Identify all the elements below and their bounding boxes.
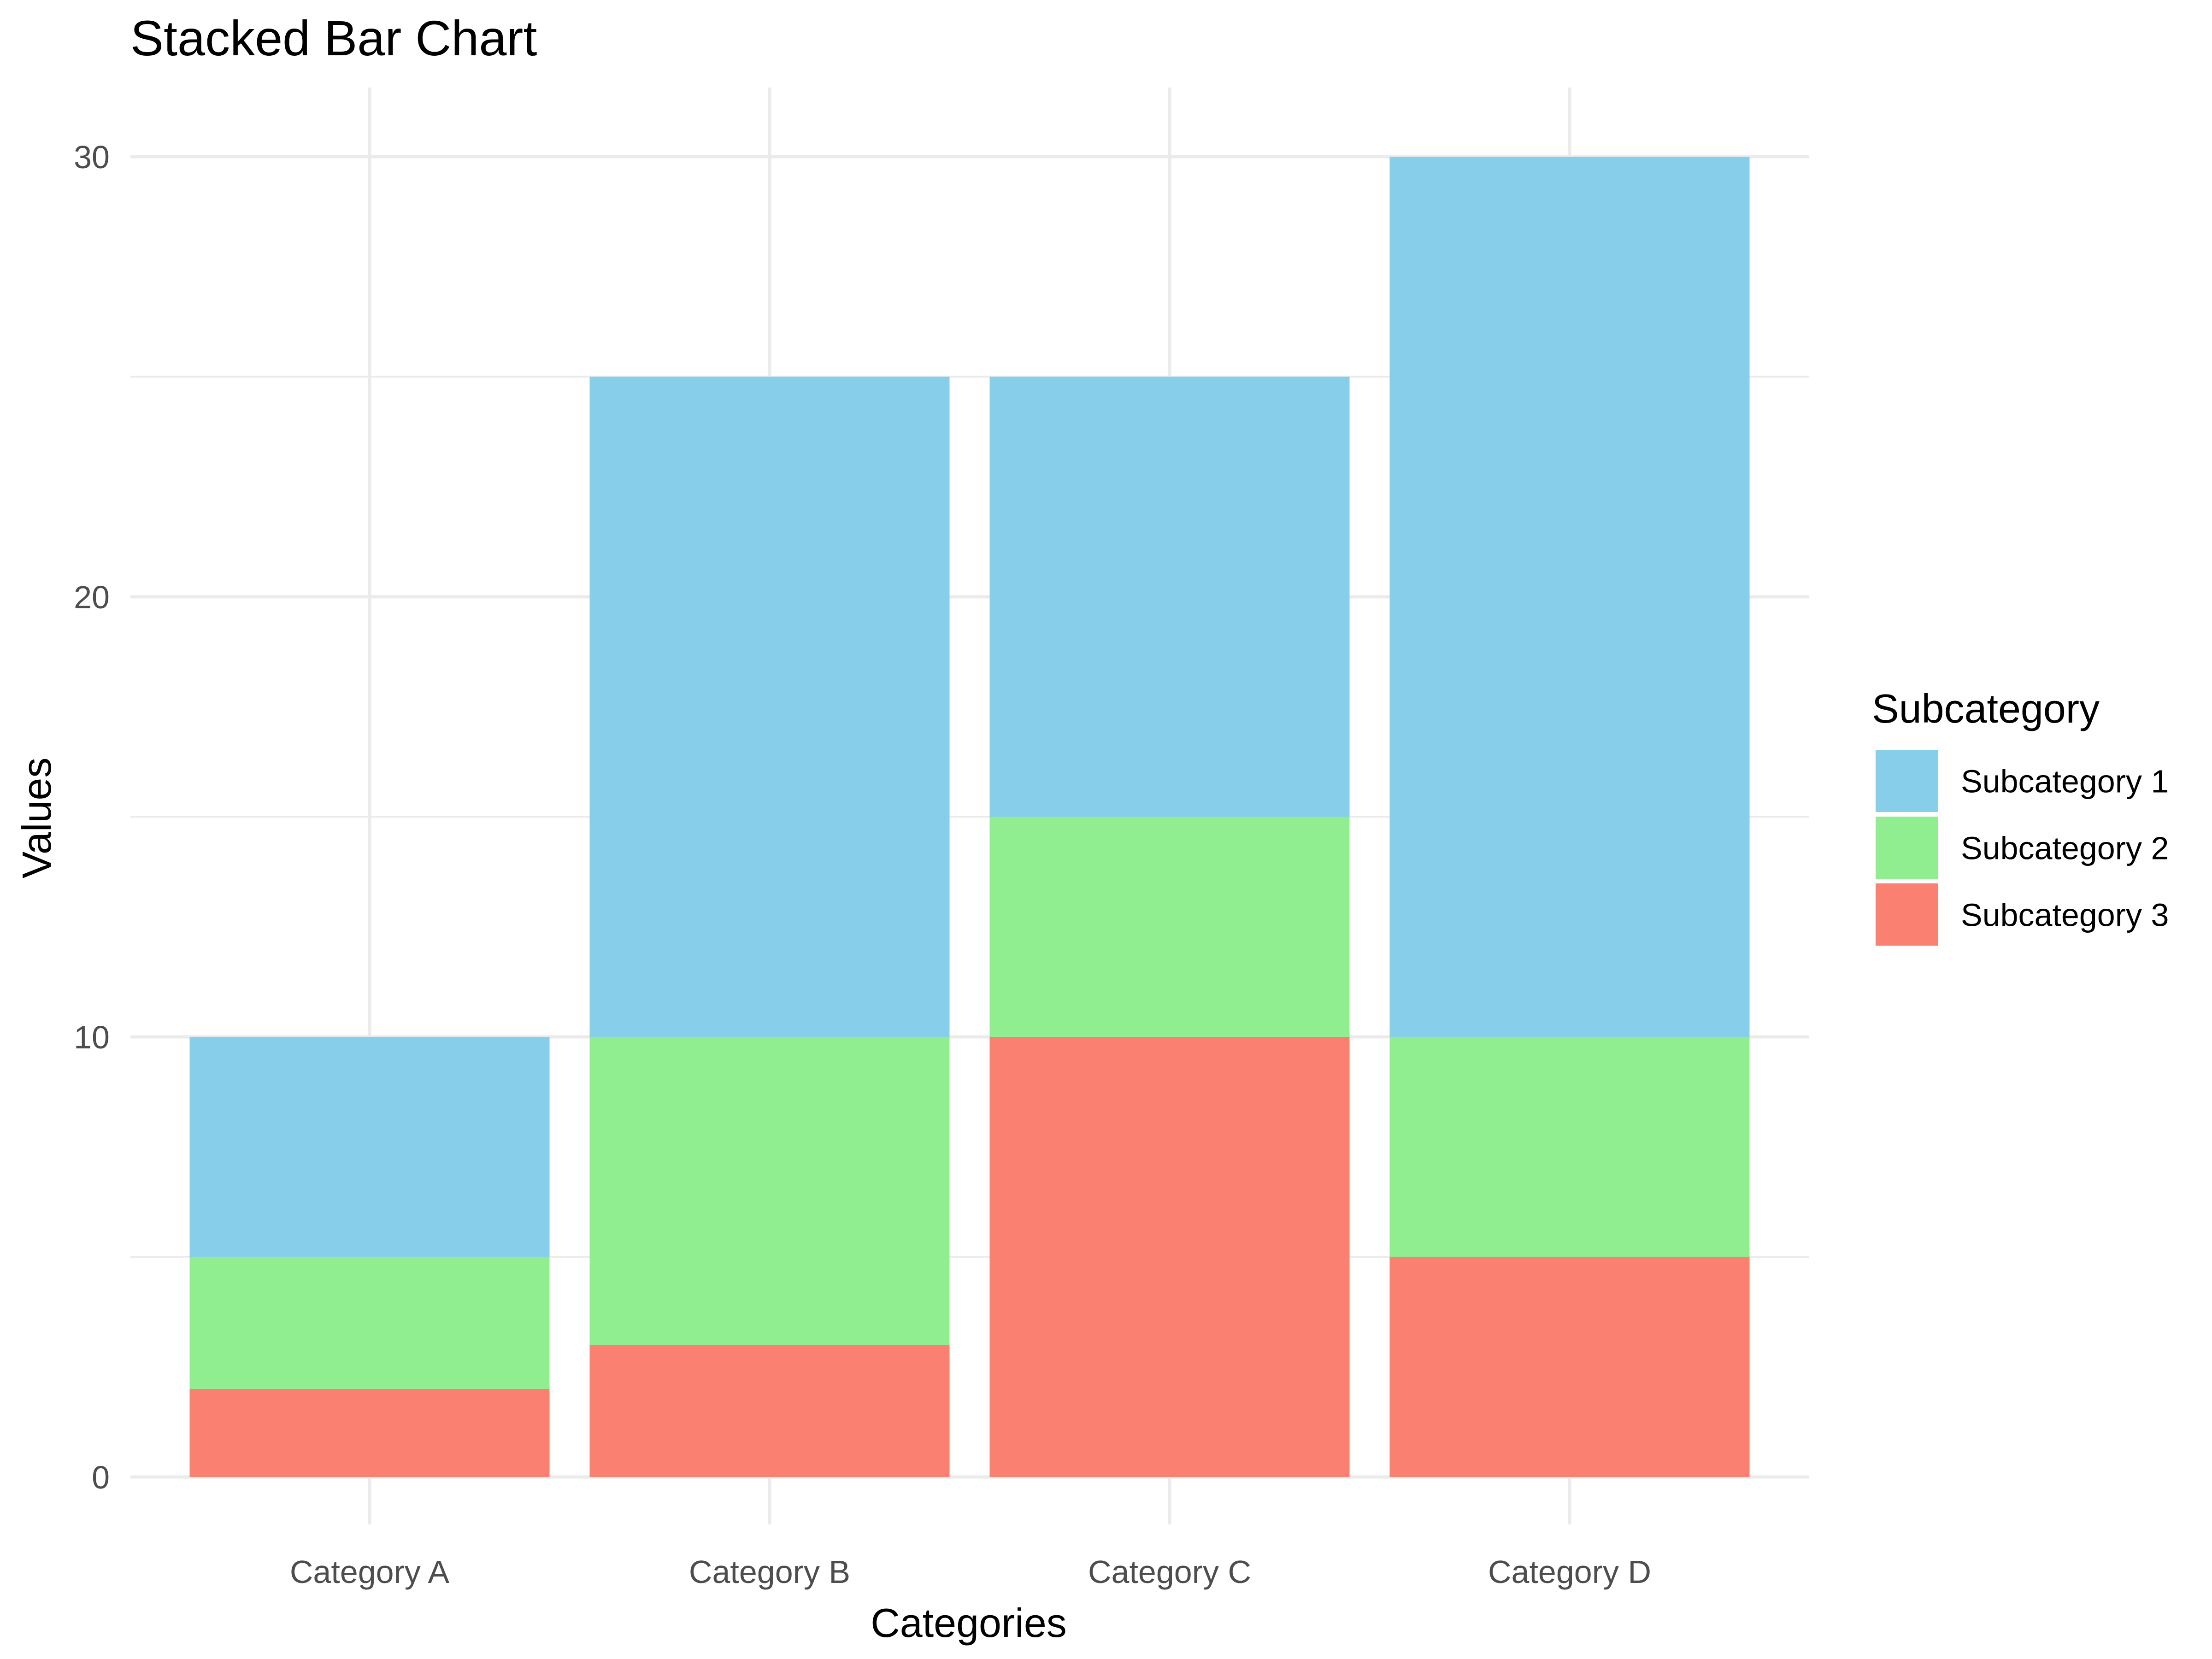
x-tick-label: Category A [290, 1554, 450, 1590]
legend-items: Subcategory 1 Subcategory 2 Subcategory 3 [1876, 750, 2169, 946]
bar-segment-subcategory-3 [1389, 1257, 1750, 1477]
legend-label: Subcategory 1 [1961, 764, 2169, 800]
x-axis-title: Categories [871, 1600, 1067, 1646]
y-axis-title: Values [14, 758, 59, 879]
bar-segment-subcategory-3 [989, 1037, 1350, 1477]
legend-label: Subcategory 2 [1961, 830, 2169, 866]
bar-segment-subcategory-1 [189, 1037, 550, 1257]
chart-title: Stacked Bar Chart [130, 10, 537, 66]
bar-segment-subcategory-1 [589, 377, 950, 1037]
legend-key [1876, 883, 1938, 946]
x-tick-label: Category D [1488, 1554, 1651, 1590]
axes: 0 10 20 30 Category A Category B Category C Cat… [74, 139, 1651, 1590]
x-tick-label: Category C [1088, 1554, 1251, 1590]
bar-segment-subcategory-3 [189, 1389, 550, 1477]
y-tick-label: 30 [74, 139, 110, 175]
bar-segment-subcategory-3 [589, 1345, 950, 1477]
bar-segment-subcategory-2 [1389, 1037, 1750, 1257]
bar-segment-subcategory-2 [989, 817, 1350, 1037]
legend-key [1876, 817, 1938, 879]
y-tick-label: 0 [92, 1459, 110, 1495]
bar-segment-subcategory-2 [589, 1037, 950, 1345]
legend-label: Subcategory 3 [1961, 897, 2169, 933]
bar-segment-subcategory-1 [1389, 157, 1750, 1037]
legend-title: Subcategory [1872, 686, 2100, 731]
y-tick-label: 10 [74, 1019, 110, 1055]
legend-key [1876, 750, 1938, 812]
bar-segment-subcategory-2 [189, 1257, 550, 1389]
x-tick-label: Category B [689, 1554, 850, 1590]
y-tick-label: 20 [74, 579, 110, 615]
bar-segment-subcategory-1 [989, 377, 1350, 817]
bars [189, 157, 1750, 1477]
